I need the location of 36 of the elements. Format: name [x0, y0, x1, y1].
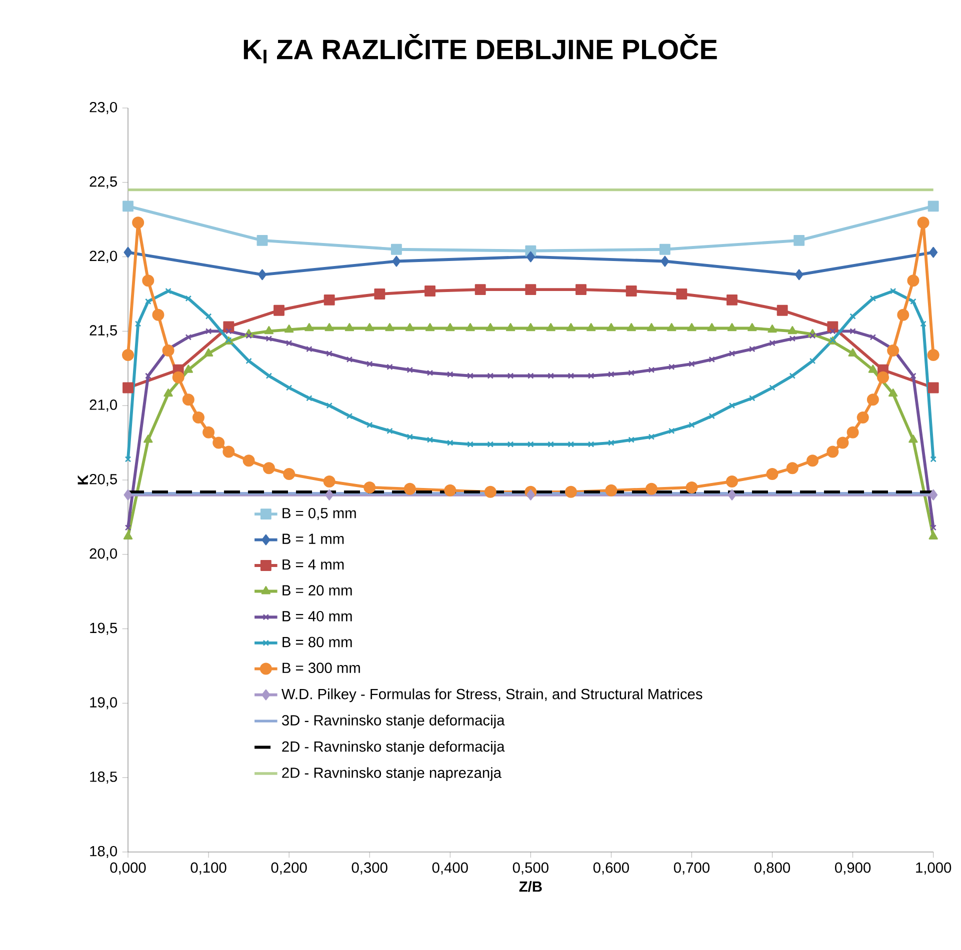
- y-axis-title: K: [78, 474, 88, 484]
- legend-label: B = 1 mm: [282, 534, 344, 544]
- y-tick-label: 18,0: [90, 846, 118, 858]
- y-tick-label: 19,5: [90, 622, 117, 635]
- x-tick-label: 0,700: [674, 862, 710, 875]
- x-tick-label: 0,800: [754, 862, 790, 875]
- y-tick-label: 20,5: [90, 474, 117, 486]
- x-tick-label: 0,900: [835, 862, 871, 875]
- legend-label: B = 20 mm: [282, 585, 352, 596]
- x-tick-label: 1,000: [916, 862, 952, 875]
- legend-label: W.D. Pilkey - Formulas for Stress, Strain, and Structural Matrices: [281, 688, 702, 702]
- x-tick-label: 0,000: [110, 862, 146, 875]
- chart-title: K$_{I}$ ZA RAZLIČITE DEBLJINE PLOČE: [244, 34, 717, 64]
- y-tick-label: 20,0: [90, 548, 118, 560]
- legend-label: 2D - Ravninsko stanje deformacija: [282, 740, 505, 755]
- x-tick-label: 0,200: [271, 862, 307, 875]
- legend-label: B = 4 mm: [282, 559, 344, 570]
- legend-label: B = 80 mm: [282, 636, 352, 648]
- legend-label: 3D - Ravninsko stanje deformacija: [282, 714, 505, 728]
- y-tick-label: 21,0: [90, 400, 118, 412]
- legend-label: B = 300 mm: [282, 662, 360, 674]
- y-tick-label: 19,0: [90, 697, 118, 710]
- legend-label: B = 40 mm: [282, 611, 352, 622]
- x-axis-title: Z/B: [519, 881, 542, 892]
- x-tick-label: 0,300: [352, 862, 388, 875]
- x-tick-label: 0,400: [432, 862, 468, 875]
- x-tick-label: 0,600: [593, 862, 629, 875]
- y-tick-label: 18,5: [90, 772, 117, 784]
- y-tick-label: 21,5: [90, 325, 117, 338]
- legend-label: B = 0,5 mm: [282, 508, 356, 520]
- y-tick-label: 22,5: [90, 176, 117, 188]
- y-tick-label: 23,0: [90, 102, 118, 114]
- y-tick-label: 22,0: [90, 250, 118, 263]
- x-tick-label: 0,500: [512, 862, 548, 875]
- x-tick-label: 0,100: [190, 862, 226, 875]
- legend-label: 2D - Ravninsko stanje naprezanja: [282, 767, 502, 781]
